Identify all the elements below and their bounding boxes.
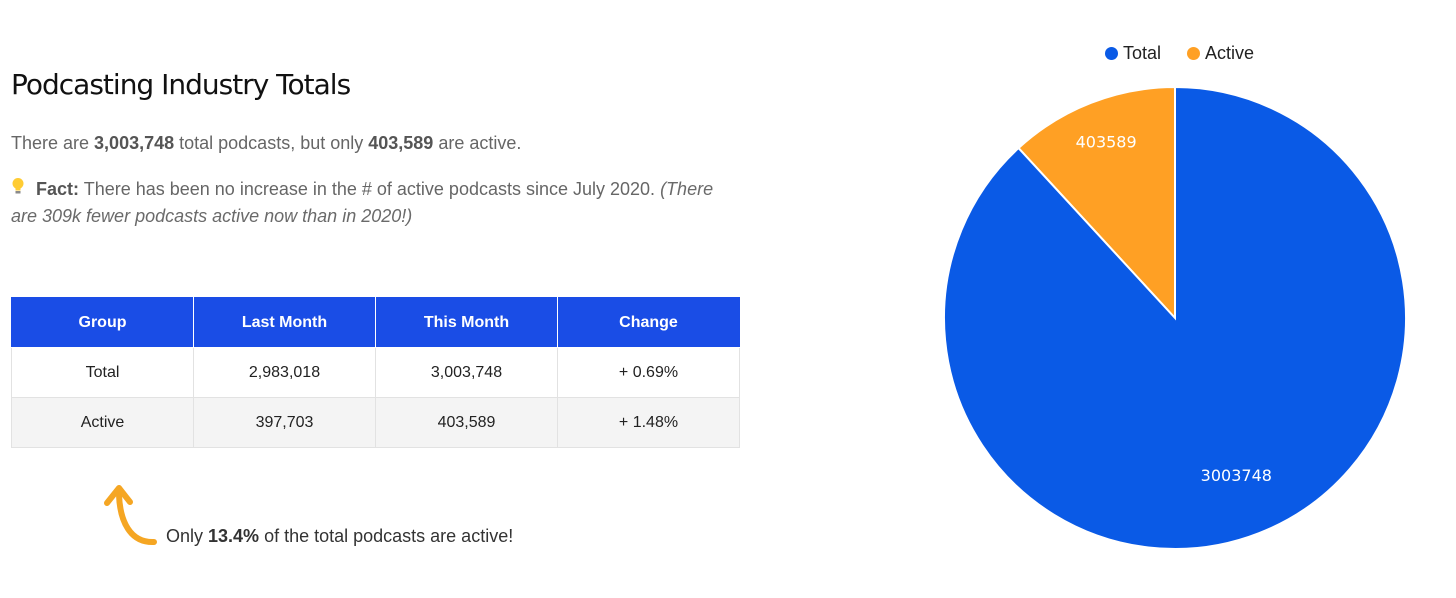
table-cell: 2,983,018 bbox=[193, 347, 376, 398]
summary-prefix: There are bbox=[11, 133, 95, 153]
table-cell: 3,003,748 bbox=[375, 347, 558, 398]
summary-total: 3,003,748 bbox=[94, 133, 175, 153]
stats-table: Group Last Month This Month Change Total… bbox=[11, 297, 740, 448]
pie-chart: 403589 3003748 bbox=[943, 85, 1407, 550]
table-header: Last Month bbox=[193, 297, 376, 348]
summary-suffix: are active. bbox=[433, 133, 522, 153]
legend-label-total: Total bbox=[1123, 43, 1162, 63]
pie-label-active: 403589 bbox=[1076, 133, 1137, 152]
table-header: Group bbox=[11, 297, 194, 348]
legend-label-active: Active bbox=[1205, 43, 1255, 63]
note-prefix: Only bbox=[166, 526, 209, 546]
summary-middle: total podcasts, but only bbox=[174, 133, 369, 153]
table-cell: + 0.69% bbox=[557, 347, 740, 398]
fact-label: Fact: bbox=[36, 179, 80, 199]
fact-italic: (There are 309k fewer podcasts active no… bbox=[11, 179, 714, 226]
legend-swatch-active bbox=[1187, 47, 1201, 60]
note-suffix: of the total podcasts are active! bbox=[259, 526, 514, 546]
table-row: Total 2,983,018 3,003,748 + 0.69% bbox=[11, 347, 740, 398]
chart-legend: Total Active bbox=[1105, 43, 1254, 64]
table-cell: 403,589 bbox=[375, 397, 558, 448]
fact-body: There has been no increase in the # of a… bbox=[79, 179, 661, 199]
pie-label-total: 3003748 bbox=[1201, 466, 1272, 485]
table-row: Active 397,703 403,589 + 1.48% bbox=[11, 397, 740, 448]
table-header: Change bbox=[557, 297, 740, 348]
table-cell: Total bbox=[11, 347, 194, 398]
table-cell: + 1.48% bbox=[557, 397, 740, 448]
pie-slice-active[interactable] bbox=[1017, 85, 1176, 321]
page-title: Podcasting Industry Totals bbox=[11, 68, 351, 101]
fact-text: Fact: There has been no increase in the … bbox=[11, 176, 736, 230]
table-cell: Active bbox=[11, 397, 194, 448]
table-cell: 397,703 bbox=[193, 397, 376, 448]
legend-item-active[interactable]: Active bbox=[1187, 43, 1254, 64]
pie-slice-total[interactable] bbox=[943, 85, 1407, 550]
table-header: This Month bbox=[375, 297, 558, 348]
lightbulb-icon bbox=[11, 176, 31, 203]
summary-active: 403,589 bbox=[368, 133, 434, 153]
note-text: Only 13.4% of the total podcasts are act… bbox=[166, 526, 513, 547]
legend-item-total[interactable]: Total bbox=[1105, 43, 1161, 64]
legend-swatch-total bbox=[1105, 47, 1118, 60]
summary-text: There are 3,003,748 total podcasts, but … bbox=[11, 133, 521, 154]
note-percent: 13.4% bbox=[208, 526, 260, 546]
table-header-row: Group Last Month This Month Change bbox=[11, 297, 740, 348]
curved-arrow-up-icon bbox=[104, 485, 157, 546]
